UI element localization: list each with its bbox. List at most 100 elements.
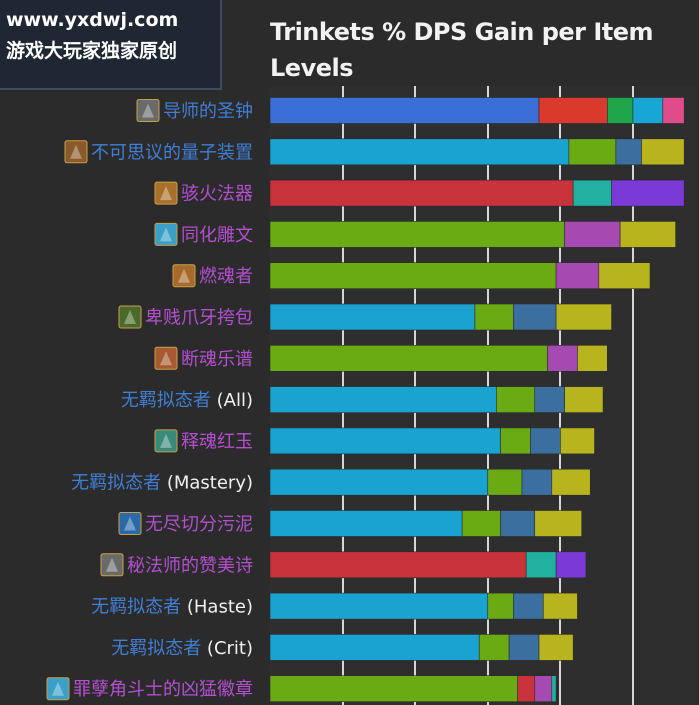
ooze-icon [118,512,142,535]
bar-segment [547,344,578,372]
bar-segment [496,386,536,413]
bar-segment [487,592,514,620]
hymn-icon [100,553,124,577]
bar-segment [521,468,553,496]
bar-segment [534,386,565,413]
chart-title: Trinkets % DPS Gain per Item Levels [270,18,654,82]
bar-segment [513,303,557,331]
bar-segment [568,138,617,166]
fire-device-icon [154,181,178,205]
bar-segment [572,179,612,207]
bar-row: 卑贱爪牙挎包 [118,303,612,331]
bar-segment [478,634,510,661]
watermark: www.yxdwj.com 游戏大玩家独家原创 [0,0,222,90]
bar-segment [500,510,536,537]
bar-segment [461,510,501,537]
bar-segment [534,510,583,537]
bar-segment [555,551,587,579]
category-label: 导师的圣钟 [163,101,253,122]
watermark-text: 游戏大玩家独家原创 [6,40,178,62]
bar-segment [269,592,489,620]
bar-segment [269,427,501,455]
bar-segment [551,468,591,496]
bar-segment [269,344,548,372]
bar-row: 无羁拟态者 (Mastery) [71,468,591,496]
bar-segment [269,551,527,579]
soul-burner-icon [172,264,196,288]
bar-segment [487,468,523,496]
satchel-icon [118,305,142,329]
bar-segment [542,592,578,620]
bar-segment [517,675,536,703]
bar-segment [500,427,531,455]
category-label: 无羁拟态者 (All) [121,390,253,411]
bar-row: 无羁拟态者 (All) [121,386,604,413]
category-label: 无羁拟态者 (Crit) [111,638,253,659]
bar-row: 骇火法器 [154,179,685,207]
bar-segment [269,97,540,124]
watermark-url: www.yxdwj.com [6,9,179,31]
bar-segment [525,551,557,579]
glyph-icon [154,222,178,246]
bar-segment [632,97,664,124]
category-label: 无尽切分污泥 [145,514,253,535]
category-label: 无羁拟态者 (Mastery) [71,473,253,494]
bar-segment [534,675,553,703]
bar-segment [269,262,557,290]
bar-segment [508,634,540,661]
sheet-music-icon [154,346,178,370]
bar-segment [619,221,676,248]
category-label: 卑贱爪牙挎包 [145,308,253,329]
bar-row: 无羁拟态者 (Haste) [91,592,578,620]
bar-row: 燃魂者 [172,262,651,290]
insignia-icon [46,677,70,701]
bar-segment [269,303,476,331]
bar-segment [538,97,608,124]
category-label: 秘法师的赞美诗 [127,555,253,576]
bar-segment [555,262,600,290]
bar-row: 断魂乐谱 [154,344,608,372]
category-label: 同化雕文 [181,225,253,246]
bar-segment [269,634,480,661]
bar-row: 罪孽角斗士的凶猛徽章 [46,675,557,703]
bar-segment [641,138,685,166]
bar-segment [474,303,514,331]
bar-segment [269,221,565,248]
category-label: 燃魂者 [199,266,253,287]
bar-segment [269,675,518,703]
bar-segment [513,592,544,620]
category-label: 骇火法器 [181,184,253,205]
bar-segment [615,138,642,166]
bar-segment [551,675,557,703]
bar-row: 无尽切分污泥 [118,510,583,537]
bar-segment [269,138,570,166]
bar-segment [530,427,561,455]
bar-segment [662,97,685,124]
quantum-device-icon [64,140,88,164]
bar-segment [607,97,634,124]
bar-segment [564,221,621,248]
bar-row: 导师的圣钟 [136,97,685,124]
bar-row: 无羁拟态者 (Crit) [111,634,574,661]
category-label: 罪孽角斗士的凶猛徽章 [73,679,253,700]
category-label: 无羁拟态者 (Haste) [91,597,253,618]
bar-segment [611,179,685,207]
bell-icon [136,99,160,122]
bar-segment [577,344,608,372]
bar-segment [538,634,574,661]
category-label: 断魂乐谱 [181,349,253,370]
bar-segment [269,179,574,207]
bar-segment [598,262,651,290]
bar-row: 秘法师的赞美诗 [100,551,587,579]
ruby-icon [154,429,178,453]
bar-row: 不可思议的量子装置 [64,138,685,166]
bar-segment [555,303,612,331]
category-label: 释魂红玉 [181,431,253,452]
bar-row: 同化雕文 [154,221,676,248]
bar-segment [269,468,489,496]
bar-segment [269,386,497,413]
bar-segment [560,427,595,455]
category-label: 不可思议的量子装置 [91,142,253,163]
bar-segment [269,510,463,537]
